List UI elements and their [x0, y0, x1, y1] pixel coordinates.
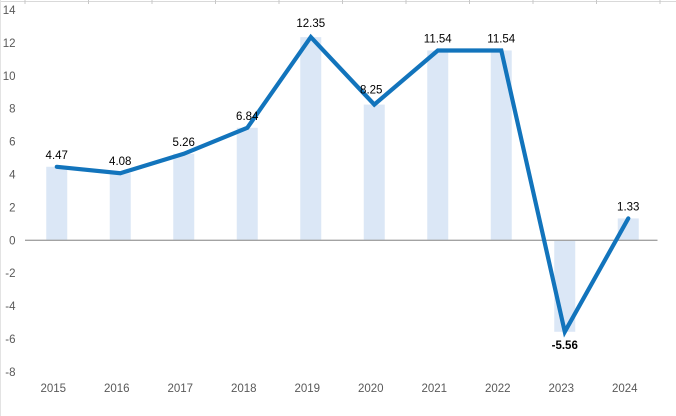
x-tick-label-2024: 2024 [612, 383, 638, 395]
x-tick-label-2021: 2021 [421, 383, 447, 395]
x-tick-label-2015: 2015 [40, 383, 66, 395]
data-label-2024: 1.33 [617, 201, 639, 213]
data-label-2020: 8.25 [360, 85, 382, 97]
data-label-2016: 4.08 [109, 156, 131, 168]
x-tick-label-2019: 2019 [294, 383, 320, 395]
data-label-2018: 6.84 [236, 111, 259, 123]
x-tick-label-2020: 2020 [358, 383, 384, 395]
y-tick-label-0: 0 [9, 235, 15, 247]
bar-2019 [300, 37, 322, 241]
y-tick-label-8: 8 [9, 104, 15, 116]
bar-2015 [46, 166, 68, 241]
y-tick-label-10: 10 [3, 71, 16, 83]
bar-2021 [427, 50, 449, 241]
y-tick-label-12: 12 [3, 38, 16, 50]
data-label-2023: -5.56 [552, 340, 578, 352]
y-tick-label-14: 14 [3, 5, 16, 17]
data-label-2022: 11.54 [487, 33, 516, 45]
x-tick-label-2017: 2017 [167, 383, 193, 395]
y-tick-label--6: -6 [5, 334, 15, 346]
x-tick-label-2018: 2018 [231, 383, 257, 395]
y-tick-label-2: 2 [9, 202, 15, 214]
bar-2020 [363, 104, 385, 241]
data-label-2017: 5.26 [173, 137, 195, 149]
bar-2022 [490, 50, 512, 241]
data-label-2019: 12.35 [296, 18, 325, 30]
y-tick-label--8: -8 [5, 367, 15, 379]
bar-2018 [236, 127, 258, 241]
data-label-2015: 4.47 [46, 150, 68, 162]
data-label-2021: 11.54 [424, 33, 453, 45]
bar-2016 [109, 173, 131, 241]
trend-line [54, 33, 631, 338]
bar-2017 [173, 153, 195, 241]
y-tick-label--2: -2 [5, 268, 15, 280]
x-tick-label-2023: 2023 [548, 383, 574, 395]
y-tick-label-4: 4 [9, 170, 16, 182]
x-tick-label-2022: 2022 [485, 383, 511, 395]
x-tick-label-2016: 2016 [104, 383, 130, 395]
y-tick-label-6: 6 [9, 137, 15, 149]
y-tick-label--4: -4 [5, 301, 16, 313]
